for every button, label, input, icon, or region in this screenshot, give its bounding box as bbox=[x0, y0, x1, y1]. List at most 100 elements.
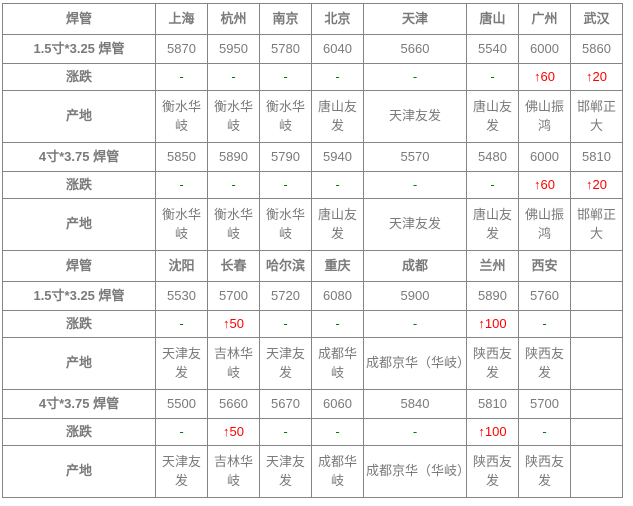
origin-value: 邯郸正大 bbox=[570, 90, 623, 143]
change-value: - bbox=[518, 310, 571, 338]
price-value: 5700 bbox=[518, 389, 571, 419]
origin-value: 佛山振鸿 bbox=[518, 90, 571, 143]
change-value: - bbox=[259, 171, 312, 199]
origin-value: 陕西友发 bbox=[518, 445, 571, 498]
table-title-label: 焊管 bbox=[2, 3, 156, 35]
change-value: - bbox=[259, 310, 312, 338]
row-label: 涨跌 bbox=[2, 418, 156, 446]
change-value: - bbox=[155, 171, 208, 199]
change-value: ↑100 bbox=[466, 418, 519, 446]
row-label: 1.5寸*3.25 焊管 bbox=[2, 34, 156, 64]
change-value bbox=[570, 310, 623, 338]
city-header-link[interactable]: 哈尔滨 bbox=[259, 250, 312, 282]
price-value: 5660 bbox=[363, 34, 467, 64]
city-header-link[interactable]: 武汉 bbox=[570, 3, 623, 35]
origin-value: 唐山友发 bbox=[311, 198, 364, 251]
change-value: - bbox=[311, 418, 364, 446]
origin-value: 天津友发 bbox=[155, 445, 208, 498]
city-header-link[interactable]: 长春 bbox=[207, 250, 260, 282]
row-label: 产地 bbox=[2, 90, 156, 143]
price-table-body: 焊管 上海 杭州 南京 北京 天津 唐山 广州 武汉 1.5寸*3.25 焊管 5870 5950 57… bbox=[2, 3, 623, 498]
change-value: - bbox=[155, 418, 208, 446]
table-row: 产地 天津友发 吉林华岐 天津友发 成都华岐 成都京华（华岐） 陕西友发 陕西友发 bbox=[2, 337, 623, 390]
origin-value: 吉林华岐 bbox=[207, 445, 260, 498]
price-value: 5540 bbox=[466, 34, 519, 64]
section-header-row: 焊管 沈阳 长春 哈尔滨 重庆 成都 兰州 西安 bbox=[2, 250, 623, 282]
city-header-link[interactable]: 南京 bbox=[259, 3, 312, 35]
table-row: 涨跌 - ↑50- - - ↑100- bbox=[2, 418, 623, 446]
row-label: 4寸*3.75 焊管 bbox=[2, 389, 156, 419]
origin-value bbox=[570, 337, 623, 390]
origin-value: 陕西友发 bbox=[518, 337, 571, 390]
city-header-link[interactable]: 西安 bbox=[518, 250, 571, 282]
price-value: 6040 bbox=[311, 34, 364, 64]
empty-header-cell bbox=[570, 250, 623, 282]
table-row: 1.5寸*3.25 焊管 5530 5700 5720 6080 5900 5890 5760 bbox=[2, 281, 623, 311]
price-value: 5670 bbox=[259, 389, 312, 419]
change-value: ↑50 bbox=[207, 418, 260, 446]
table-row: 产地 衡水华岐 衡水华岐 衡水华岐 唐山友发 天津友发 唐山友发 佛山振鸿 邯郸正大 bbox=[2, 198, 623, 251]
change-value: - bbox=[363, 171, 467, 199]
change-value: ↑50 bbox=[207, 310, 260, 338]
row-label: 产地 bbox=[2, 445, 156, 498]
change-value: - bbox=[363, 310, 467, 338]
city-header-link[interactable]: 杭州 bbox=[207, 3, 260, 35]
table-row: 涨跌 - - - - - - ↑60 ↑20 bbox=[2, 63, 623, 91]
change-value: - bbox=[518, 418, 571, 446]
city-header-link[interactable]: 重庆 bbox=[311, 250, 364, 282]
origin-value: 佛山振鸿 bbox=[518, 198, 571, 251]
row-label: 1.5寸*3.25 焊管 bbox=[2, 281, 156, 311]
table-row: 涨跌 - - - - - - ↑60 ↑20 bbox=[2, 171, 623, 199]
price-value: 5940 bbox=[311, 142, 364, 172]
welded-pipe-price-table: 焊管 上海 杭州 南京 北京 天津 唐山 广州 武汉 1.5寸*3.25 焊管 5870 5950 57… bbox=[2, 3, 623, 498]
change-value: ↑60 bbox=[518, 171, 571, 199]
table-row: 4寸*3.75 焊管 5850 5890 5790 5940 5570 5480 6000 58… bbox=[2, 142, 623, 172]
change-value: - bbox=[311, 63, 364, 91]
change-value: ↑100 bbox=[466, 310, 519, 338]
origin-value: 唐山友发 bbox=[466, 198, 519, 251]
price-value: 5780 bbox=[259, 34, 312, 64]
city-header-link[interactable]: 天津 bbox=[363, 3, 467, 35]
price-value: 5860 bbox=[570, 34, 623, 64]
change-value: - bbox=[207, 63, 260, 91]
price-value: 5840 bbox=[363, 389, 467, 419]
price-value: 5570 bbox=[363, 142, 467, 172]
origin-value: 天津友发 bbox=[259, 337, 312, 390]
section-header-row: 焊管 上海 杭州 南京 北京 天津 唐山 广州 武汉 bbox=[2, 3, 623, 35]
city-header-link[interactable]: 北京 bbox=[311, 3, 364, 35]
price-value: 5480 bbox=[466, 142, 519, 172]
origin-value: 衡水华岐 bbox=[155, 198, 208, 251]
city-header-link[interactable]: 成都 bbox=[363, 250, 467, 282]
change-value: - bbox=[363, 63, 467, 91]
row-label: 涨跌 bbox=[2, 310, 156, 338]
price-value: 5500 bbox=[155, 389, 208, 419]
price-value: 5890 bbox=[466, 281, 519, 311]
table-row: 1.5寸*3.25 焊管 5870 5950 5780 6040 5660 5540 6000… bbox=[2, 34, 623, 64]
table-row: 涨跌 - ↑50- - - ↑100- bbox=[2, 310, 623, 338]
row-label: 产地 bbox=[2, 337, 156, 390]
price-value: 6080 bbox=[311, 281, 364, 311]
change-value: - bbox=[259, 63, 312, 91]
city-header-link[interactable]: 唐山 bbox=[466, 3, 519, 35]
price-value: 5660 bbox=[207, 389, 260, 419]
price-value: 5530 bbox=[155, 281, 208, 311]
origin-value: 衡水华岐 bbox=[207, 90, 260, 143]
city-header-link[interactable]: 兰州 bbox=[466, 250, 519, 282]
origin-value: 衡水华岐 bbox=[207, 198, 260, 251]
change-value: - bbox=[155, 310, 208, 338]
price-value: 5790 bbox=[259, 142, 312, 172]
change-value bbox=[570, 418, 623, 446]
change-value: ↑20 bbox=[570, 171, 623, 199]
origin-value: 邯郸正大 bbox=[570, 198, 623, 251]
city-header-link[interactable]: 广州 bbox=[518, 3, 571, 35]
change-value: - bbox=[466, 171, 519, 199]
city-header-link[interactable]: 上海 bbox=[155, 3, 208, 35]
price-value: 5890 bbox=[207, 142, 260, 172]
row-label: 涨跌 bbox=[2, 63, 156, 91]
price-value: 5950 bbox=[207, 34, 260, 64]
change-value: - bbox=[311, 310, 364, 338]
city-header-link[interactable]: 沈阳 bbox=[155, 250, 208, 282]
change-value: - bbox=[207, 171, 260, 199]
origin-value: 天津友发 bbox=[259, 445, 312, 498]
